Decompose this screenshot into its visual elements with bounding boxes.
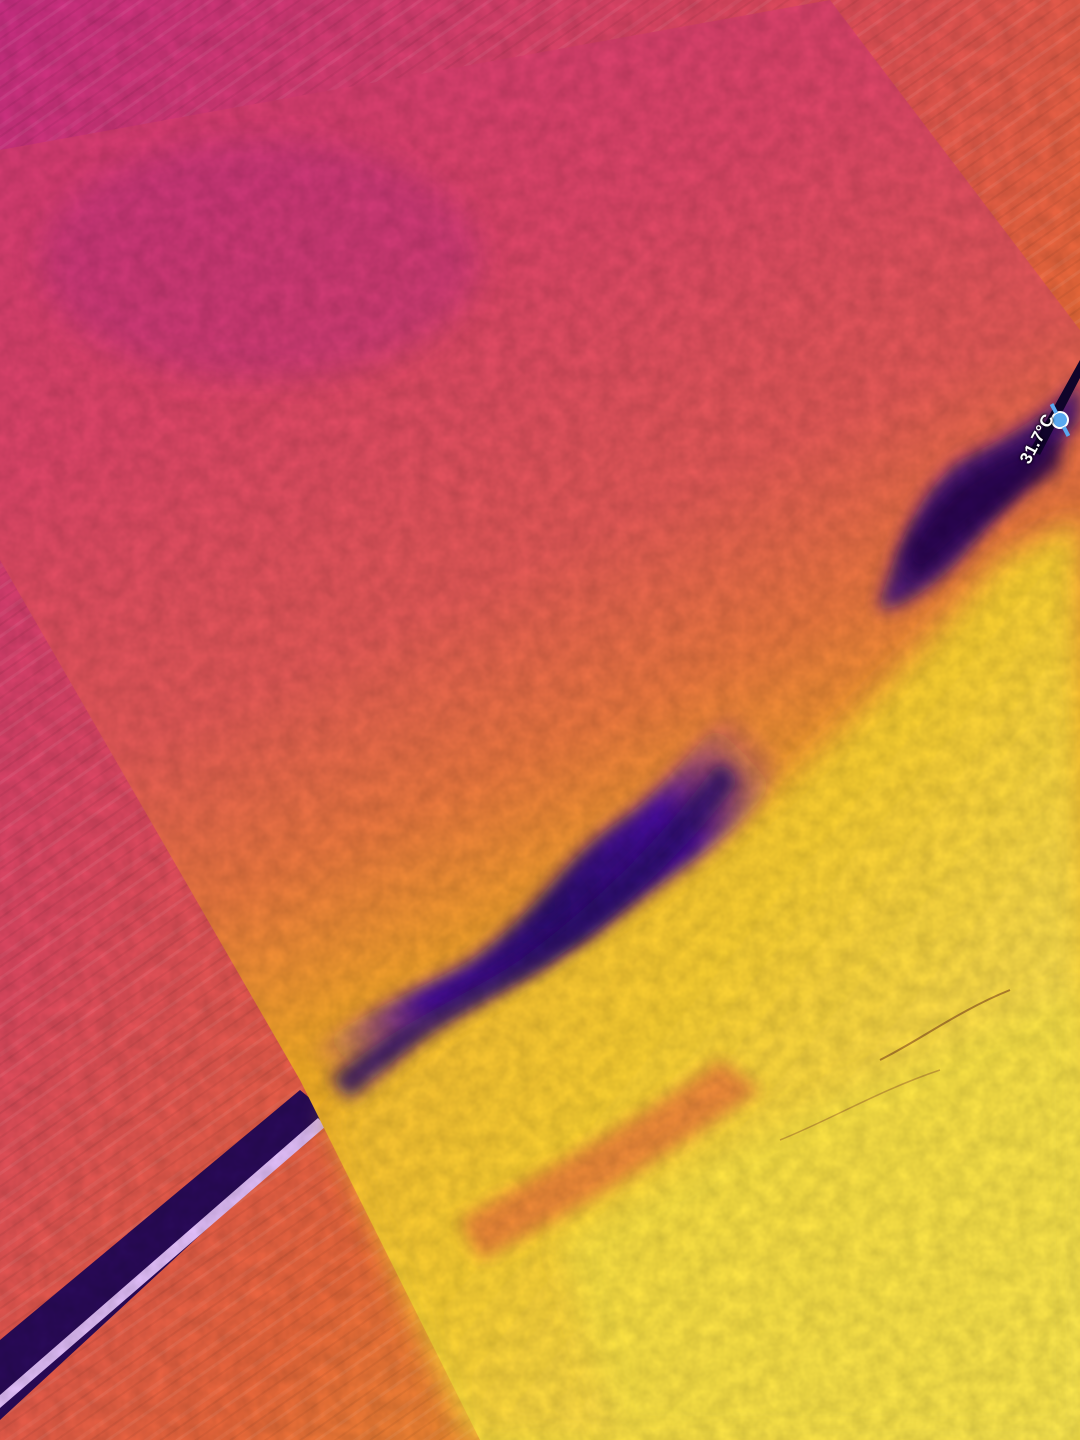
edge-highlight-line [0,1118,326,1408]
thermometer-probe-icon[interactable] [1033,393,1080,447]
